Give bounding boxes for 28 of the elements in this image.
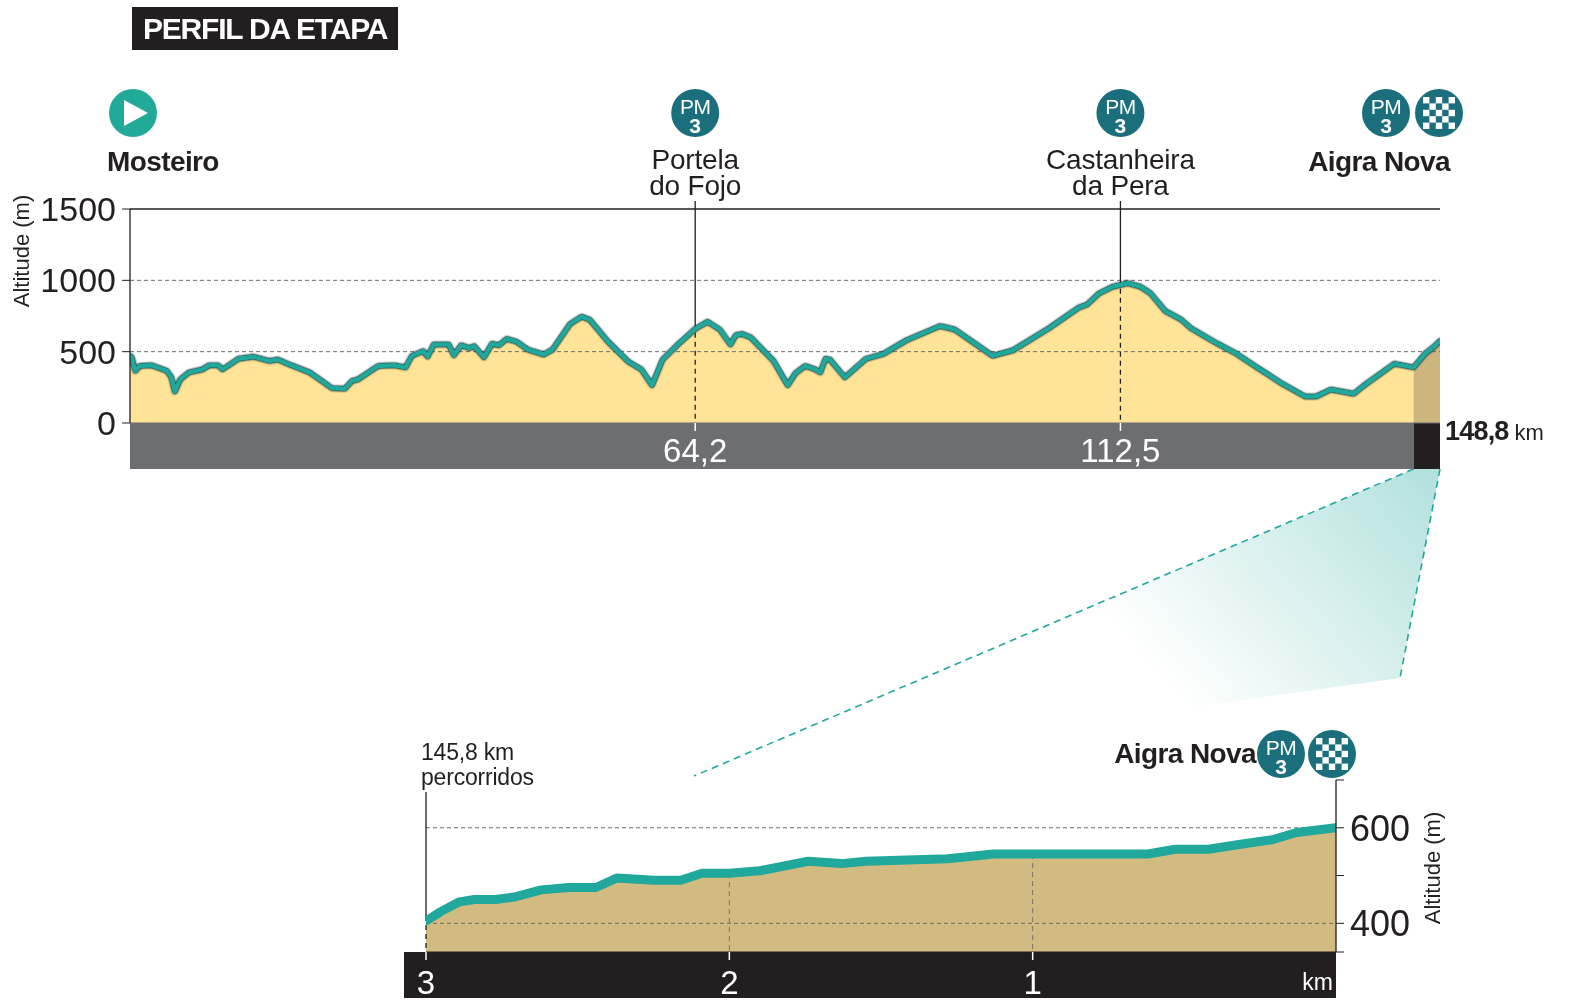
x-tick-label: 1 [1023, 964, 1042, 1002]
ref-line-label: Portela do Fojo [648, 144, 743, 201]
line-series [130, 280, 1440, 399]
text: Aigra Nova [1114, 738, 1258, 769]
title-banner: PERFIL DA ETAPA [132, 7, 399, 50]
x-axis-title: km [1302, 969, 1333, 995]
y-tick-label: 500 [59, 332, 116, 371]
text: PM 3 [1265, 736, 1297, 778]
y-axis-title: Altitude (m) [9, 194, 34, 308]
chart-title: PERFIL DA ETAPA [143, 11, 388, 46]
x-tick-label: 2 [720, 964, 739, 1002]
ref-line-label: Castanheira da Pera [1045, 144, 1196, 201]
text: PM 3 [679, 95, 711, 137]
text: PM 3 [1370, 95, 1402, 137]
x-tick-label: 112,5 [1080, 432, 1161, 470]
x-tick-label: 64,2 [663, 432, 728, 470]
text: Mosteiro [107, 146, 220, 177]
y-tick-label: 0 [97, 404, 116, 443]
text: 148,8 km [1445, 416, 1544, 446]
x-tick-label: 3 [416, 964, 436, 1002]
y-tick-label: 1500 [40, 190, 116, 229]
y-tick-label: 600 [1350, 807, 1411, 849]
y-tick-label: 400 [1350, 903, 1411, 945]
text: Aigra Nova [1308, 146, 1452, 177]
y-tick-label: 1000 [40, 261, 116, 300]
y-axis-title: Altitude (m) [1420, 811, 1445, 925]
ref-line-label: 145,8 km percorridos [421, 739, 535, 790]
text: PM 3 [1105, 95, 1136, 137]
